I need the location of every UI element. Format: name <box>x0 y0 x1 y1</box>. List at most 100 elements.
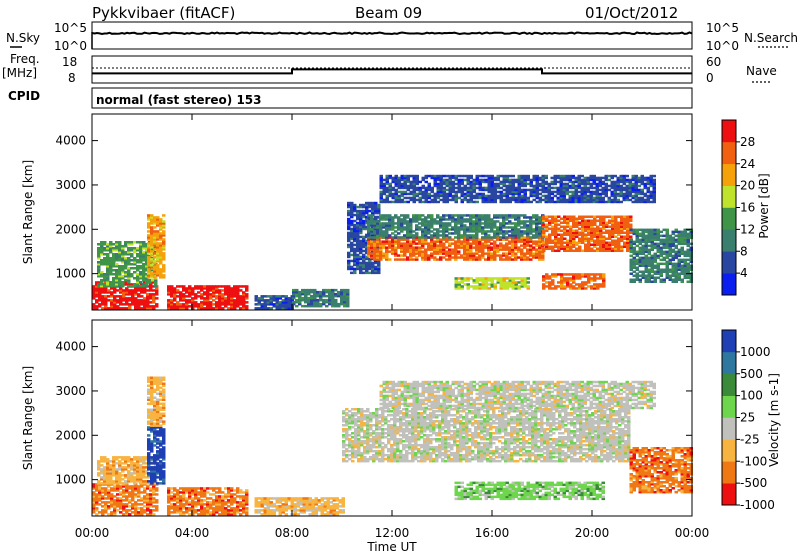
echo-cell <box>362 265 366 269</box>
echo-cell <box>650 236 654 240</box>
echo-cell <box>466 283 470 286</box>
echo-cell <box>379 196 383 200</box>
echo-cell <box>508 214 512 217</box>
echo-cell <box>353 271 357 275</box>
echo-cell <box>554 237 558 240</box>
echo-cell <box>125 503 129 506</box>
echo-cell <box>106 283 110 286</box>
echo-cell <box>115 257 119 260</box>
echo-cell <box>143 291 147 294</box>
echo-cell <box>529 240 533 243</box>
echo-cell <box>127 243 131 246</box>
echo-cell <box>484 220 488 223</box>
echo-cell <box>382 234 386 237</box>
echo-cell <box>218 303 222 306</box>
echo-cell <box>367 252 371 255</box>
echo-cell <box>421 224 425 227</box>
echo-cell <box>162 270 166 273</box>
echo-cell <box>505 238 509 241</box>
echo-cell <box>107 513 111 516</box>
echo-cell <box>668 242 672 246</box>
echo-cell <box>347 265 351 269</box>
echo-cell <box>580 196 584 200</box>
echo-cell <box>587 247 591 250</box>
echo-cell <box>101 303 105 306</box>
echo-cell <box>581 281 585 284</box>
echo-cell <box>634 196 638 200</box>
echo-cell <box>577 190 581 194</box>
echo-cell <box>391 252 395 255</box>
echo-cell <box>526 242 530 245</box>
echo-cell <box>275 305 279 308</box>
echo-cell <box>430 230 434 233</box>
echo-cell <box>481 174 485 178</box>
echo-cell <box>641 236 645 240</box>
echo-cell <box>436 222 440 225</box>
echo-cell <box>469 242 473 245</box>
echo-cell <box>610 180 614 184</box>
echo-cell <box>385 258 389 261</box>
nsearch-tick-bottom: 10^0 <box>706 39 739 53</box>
echo-cell <box>433 248 437 251</box>
echo-cell <box>385 236 389 239</box>
echo-cell <box>619 190 623 194</box>
echo-cell <box>397 224 401 227</box>
echo-cell <box>611 227 615 230</box>
echo-cell <box>448 224 452 227</box>
echo-cell <box>92 501 96 504</box>
echo-cell <box>505 196 509 200</box>
echo-cell <box>538 182 542 186</box>
echo-cell <box>563 281 567 284</box>
echo-cell <box>147 238 151 241</box>
echo-cell <box>263 307 267 310</box>
echo-cell <box>499 242 503 245</box>
echo-cell <box>406 216 410 219</box>
echo-cell <box>545 239 549 242</box>
echo-cell <box>554 249 558 252</box>
echo-cell <box>554 241 558 244</box>
echo-cell <box>469 222 473 225</box>
echo-cell <box>406 232 410 235</box>
echo-cell <box>124 265 128 268</box>
echo-cell <box>367 222 371 225</box>
echo-cell <box>545 223 549 226</box>
echo-cell <box>340 300 344 304</box>
echo-cell <box>328 290 332 294</box>
echo-cell <box>353 225 357 229</box>
echo-cell <box>142 247 146 250</box>
echo-cell <box>545 229 549 232</box>
echo-cell <box>502 252 506 255</box>
echo-cell <box>674 280 678 283</box>
echo-cell <box>626 231 630 234</box>
echo-cell <box>176 285 180 288</box>
echo-cell <box>551 225 555 228</box>
echo-cell <box>394 234 398 237</box>
echo-cell <box>571 198 575 202</box>
echo-cell <box>493 285 497 288</box>
echo-cell <box>162 276 166 279</box>
echo-cell <box>610 174 614 178</box>
echo-cell <box>346 290 350 294</box>
echo-cell <box>454 277 458 280</box>
echo-cell <box>448 188 452 192</box>
echo-cell <box>451 182 455 186</box>
echo-cell <box>212 289 216 292</box>
echo-cell <box>445 236 449 239</box>
echo-cell <box>353 203 357 207</box>
echo-cell <box>113 299 117 302</box>
echo-cell <box>650 258 654 262</box>
echo-cell <box>650 248 654 252</box>
echo-cell <box>445 222 449 225</box>
echo-cell <box>156 250 160 253</box>
echo-cell <box>637 190 641 194</box>
echo-cell <box>629 215 633 218</box>
echo-cell <box>179 295 183 298</box>
echo-cell <box>656 234 660 238</box>
echo-cell <box>403 176 407 180</box>
echo-cell <box>469 216 473 219</box>
echo-cell <box>371 269 375 273</box>
echo-cell <box>119 503 123 506</box>
echo-cell <box>656 276 660 279</box>
echo-cell <box>680 270 684 273</box>
echo-cell <box>142 273 146 276</box>
